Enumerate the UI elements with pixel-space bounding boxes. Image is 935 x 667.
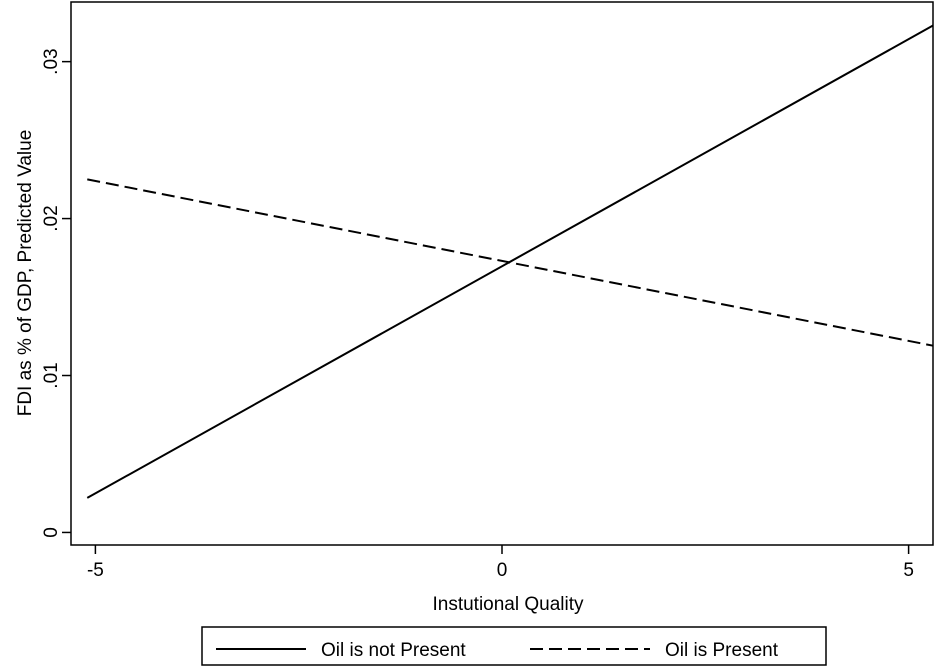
x-tick-label: -5 (87, 560, 104, 581)
y-tick-label: 0 (41, 527, 62, 538)
y-axis-title: FDI as % of GDP, Predicted Value (15, 130, 36, 417)
y-tick-label: .03 (41, 48, 62, 74)
legend-label-oil-present: Oil is Present (665, 640, 779, 661)
y-axis: 0 .01 .02 .03 (41, 48, 71, 537)
series-layer (87, 26, 933, 498)
x-tick-label: 0 (497, 560, 508, 581)
x-axis: -5 0 5 (87, 545, 914, 581)
legend: Oil is not Present Oil is Present (202, 627, 826, 665)
y-tick-label: .01 (41, 362, 62, 388)
plot-border (71, 2, 933, 545)
y-tick-label: .02 (41, 205, 62, 231)
x-axis-title: Instutional Quality (432, 594, 584, 615)
x-tick-label: 5 (903, 560, 914, 581)
series-line-oil-present (87, 179, 933, 345)
legend-label-oil-not-present: Oil is not Present (321, 640, 466, 661)
plot-area (71, 2, 933, 545)
